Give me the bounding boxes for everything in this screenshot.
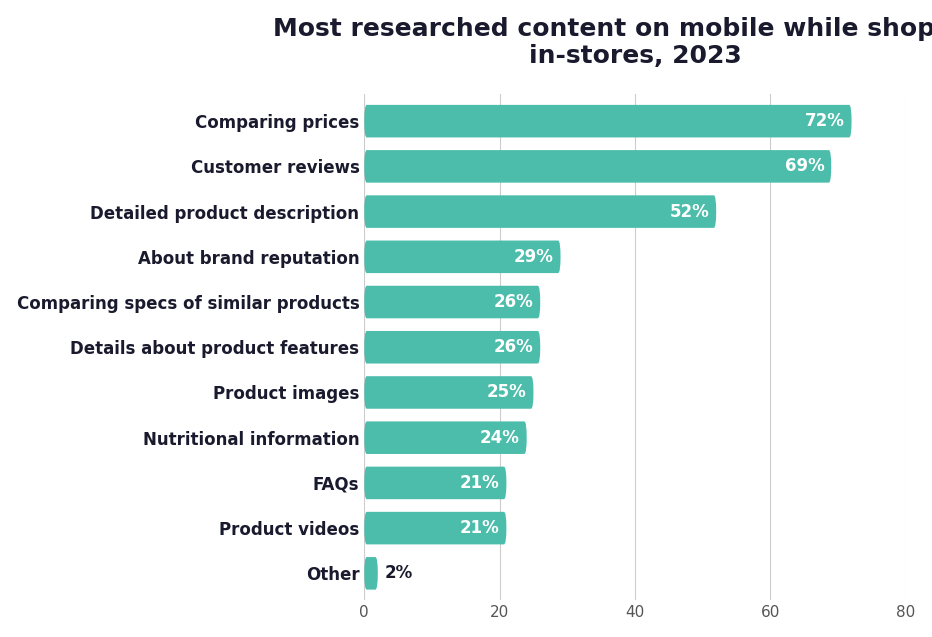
FancyBboxPatch shape bbox=[364, 150, 831, 183]
Text: 29%: 29% bbox=[514, 248, 554, 266]
Text: 26%: 26% bbox=[494, 338, 533, 356]
Text: 26%: 26% bbox=[494, 293, 533, 311]
Text: 24%: 24% bbox=[480, 429, 520, 447]
FancyBboxPatch shape bbox=[364, 105, 852, 138]
Text: 25%: 25% bbox=[487, 383, 527, 401]
FancyBboxPatch shape bbox=[364, 557, 377, 590]
FancyBboxPatch shape bbox=[364, 376, 533, 409]
Text: 72%: 72% bbox=[805, 112, 844, 130]
FancyBboxPatch shape bbox=[364, 286, 541, 318]
FancyBboxPatch shape bbox=[364, 196, 716, 228]
FancyBboxPatch shape bbox=[364, 512, 506, 545]
Text: 21%: 21% bbox=[459, 519, 500, 537]
FancyBboxPatch shape bbox=[364, 467, 506, 499]
FancyBboxPatch shape bbox=[364, 422, 527, 454]
Text: 2%: 2% bbox=[385, 564, 413, 582]
Text: 69%: 69% bbox=[785, 157, 825, 175]
Title: Most researched content on mobile while shopping
in-stores, 2023: Most researched content on mobile while … bbox=[273, 17, 932, 68]
Text: 52%: 52% bbox=[670, 203, 709, 220]
FancyBboxPatch shape bbox=[364, 241, 560, 273]
Text: 21%: 21% bbox=[459, 474, 500, 492]
FancyBboxPatch shape bbox=[364, 331, 541, 364]
